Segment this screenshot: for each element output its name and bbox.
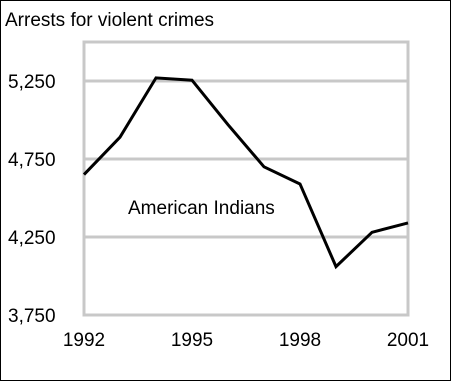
- x-tick-label-1995: 1995: [171, 330, 213, 351]
- plot-border: [82, 40, 410, 317]
- series-line-american-indians: [82, 76, 409, 270]
- x-tick-label-1992: 1992: [63, 330, 105, 351]
- y-tick-label-4750: 4,750: [8, 150, 56, 171]
- chart-title: Arrests for violent crimes: [5, 10, 214, 31]
- y-tick-label-3750: 3,750: [8, 306, 56, 327]
- y-tick-label-4250: 4,250: [8, 228, 56, 249]
- y-tick-label-5250: 5,250: [8, 72, 56, 93]
- x-tick-label-2001: 2001: [387, 330, 429, 351]
- plot-area: 5,250 4,750 4,250 3,750 1992 1995 1998 2001: [8, 40, 429, 351]
- series-label-american-indians: American Indians: [128, 198, 275, 219]
- x-tick-label-1998: 1998: [279, 330, 321, 351]
